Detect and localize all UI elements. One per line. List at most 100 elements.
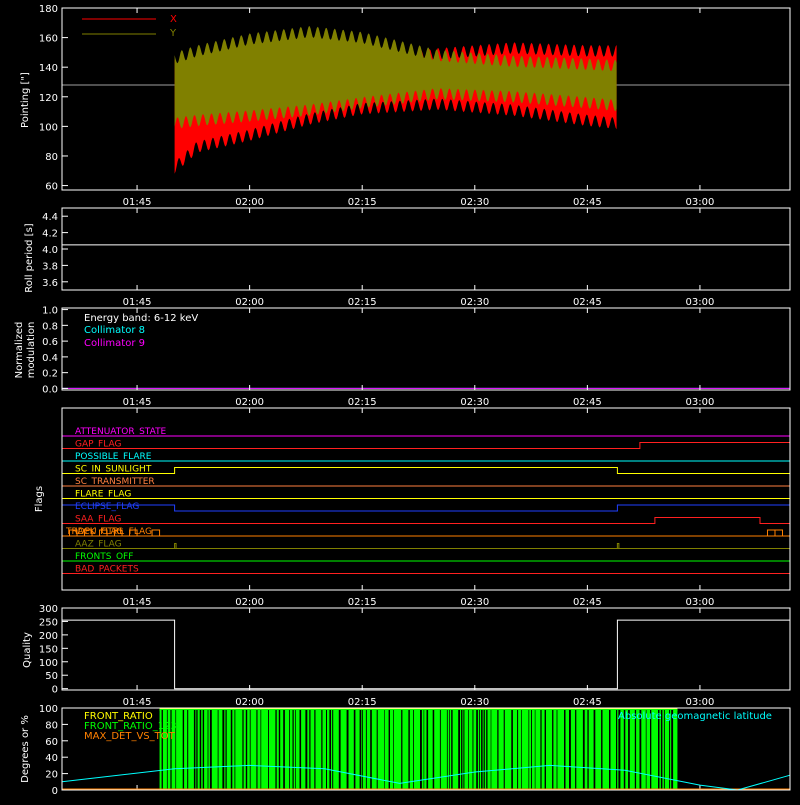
ratio-gap (569, 710, 571, 790)
idpu-pulse (151, 529, 161, 536)
ratio-frame (61, 707, 791, 791)
x-tick-label: 03:00 (686, 697, 715, 708)
y-tick-label: 0.2 (42, 369, 58, 380)
ratio-gap (582, 710, 585, 790)
y-tick-label: 140 (39, 63, 58, 74)
ratio-gap (481, 710, 483, 790)
flag-line-gap-flag (62, 442, 790, 449)
flag-label: BAD_PACKETS (75, 565, 139, 575)
x-tick-label: 02:30 (460, 597, 489, 608)
y-tick-label: 300 (39, 604, 58, 615)
x-tick-label: 01:45 (123, 197, 152, 208)
y-tick-label: 40 (45, 753, 58, 764)
ratio-gap (199, 710, 202, 790)
x-tick-label: 02:00 (235, 197, 264, 208)
x-tick-label: 02:45 (573, 397, 602, 408)
ratio-gap (639, 710, 642, 790)
ratio-gap (645, 710, 647, 790)
y-tick-label: 0.6 (42, 337, 58, 348)
aaz-pulse (174, 543, 177, 549)
pointing-panel: 60 80 100 120 140 160 180 01:45 02:00 02:15 02:30… (20, 4, 791, 208)
y-tick-label: 4.2 (42, 229, 58, 240)
y-tick-label: 60 (45, 737, 58, 748)
flag-label: SC_TRANSMITTER (75, 477, 155, 487)
flag-label: ECLIPSE_FLAG (75, 502, 139, 512)
ratio-gap (544, 710, 546, 790)
ratio-gap (299, 710, 302, 790)
ratio-gap (671, 710, 674, 790)
ratio-gap (511, 710, 513, 790)
pointing-data (62, 26, 790, 174)
roll-x-ticks: 01:45 02:00 02:15 02:30 02:45 03:00 (123, 208, 715, 308)
y-tick-label: 0 (52, 786, 58, 797)
ratio-gap (575, 710, 577, 790)
quality-data (62, 619, 790, 690)
legend-x-label: X (170, 14, 177, 25)
ratio-gap (616, 710, 618, 790)
front-ratio-1236-label: FRONT_RATIO_1236 (84, 721, 183, 732)
y-tick-label: 60 (45, 182, 58, 193)
ratio-gap (278, 710, 281, 790)
y-tick-label: 1.0 (42, 306, 58, 317)
ratio-gap (458, 710, 460, 790)
ratio-gap (256, 710, 258, 790)
ratio-gap (292, 710, 294, 790)
flag-label: FLARE_FLAG (75, 490, 131, 500)
ratio-gap (609, 710, 611, 790)
ratio-gap (476, 710, 478, 790)
y-tick-label: 100 (39, 658, 58, 669)
y-tick-label: 0.4 (42, 353, 58, 364)
ratio-gap (234, 710, 236, 790)
ratio-gap (207, 710, 209, 790)
ratio-gap (468, 710, 469, 790)
x-tick-label: 02:15 (348, 697, 377, 708)
ratio-gap (413, 710, 414, 790)
ratio-gap (275, 710, 277, 790)
ratio-gap (305, 710, 308, 790)
y-tick-label: 160 (39, 34, 58, 45)
ratio-gap (439, 710, 441, 790)
ratio-gap (449, 710, 450, 790)
flag-label: SAA_FLAG (75, 515, 121, 525)
ratio-gap (217, 710, 219, 790)
ratio-gap (260, 710, 262, 790)
ratio-gap (593, 710, 596, 790)
ratio-gap (222, 710, 225, 790)
ratio-gap (209, 710, 212, 790)
ratio-gap (490, 710, 492, 790)
ratio-gap (245, 710, 248, 790)
ratio-panel: 0 20 40 60 80 100 Degrees or % FRONT_RATIO FR… (20, 704, 791, 797)
x-tick-label: 03:00 (686, 297, 715, 308)
ratio-gap (540, 710, 542, 790)
ratio-gap (225, 710, 227, 790)
modulation-panel: 0.00.20.40.60.81.0 01:45 02:00 02:15 02:30 0… (14, 306, 791, 408)
flag-label: AAZ_FLAG (75, 540, 122, 550)
x-tick-label: 02:15 (348, 597, 377, 608)
modulation-frame (61, 307, 791, 391)
ratio-gap (175, 710, 177, 790)
idpu-pulse (69, 529, 78, 536)
idpu-pulse (774, 529, 783, 536)
flag-line-sc-in-sunlight (62, 467, 790, 474)
x-tick-label: 02:30 (460, 297, 489, 308)
ratio-gap (332, 710, 334, 790)
ratio-gap (314, 710, 316, 790)
ratio-gap (426, 710, 429, 790)
flags-x-ticks: 01:45 02:00 02:15 02:30 02:45 03:00 (123, 408, 714, 608)
ratio-gap (295, 710, 296, 790)
x-tick-label: 02:30 (460, 697, 489, 708)
ratio-gap (472, 710, 474, 790)
flags-frame (61, 407, 791, 591)
ratio-gap (479, 710, 480, 790)
ratio-gap (309, 710, 311, 790)
y-tick-label: 100 (39, 122, 58, 133)
geomagnetic-latitude-label: Absolute geomagnetic latitude (618, 711, 772, 722)
modulation-y-label-2: modulation (26, 322, 37, 379)
x-tick-label: 02:15 (348, 297, 377, 308)
ratio-gap (370, 710, 372, 790)
ratio-gap (634, 710, 637, 790)
ratio-gap (365, 710, 367, 790)
collimator-8-label: Collimator 8 (84, 325, 145, 336)
flag-line-eclipse-flag (62, 504, 790, 512)
